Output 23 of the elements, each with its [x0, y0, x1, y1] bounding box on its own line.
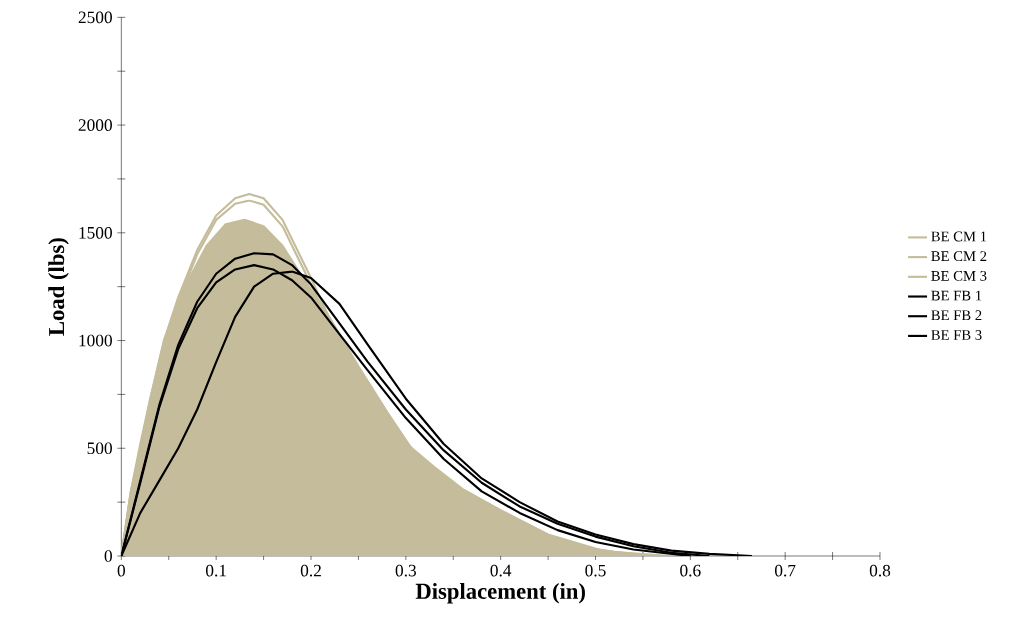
x-tick-label: 0.3 — [395, 564, 416, 577]
y-tick-label: 500 — [87, 442, 112, 455]
x-tick-label: 0.5 — [585, 564, 606, 577]
x-tick-label: 0.7 — [775, 564, 796, 577]
y-tick-label: 2500 — [78, 11, 112, 24]
y-tick-label: 0 — [104, 550, 112, 562]
x-tick-label: 0.4 — [490, 564, 512, 577]
y-tick-label: 2000 — [78, 119, 112, 131]
y-axis-title: Load (lbs) — [48, 238, 69, 336]
legend-label: BE CM 2 — [931, 251, 987, 262]
x-tick-label: 0.6 — [680, 564, 701, 577]
legend-label: BE FB 2 — [931, 310, 982, 321]
legend-label: BE CM 3 — [931, 270, 987, 281]
x-tick-label: 0 — [117, 564, 126, 577]
y-tick-label: 1000 — [79, 334, 112, 347]
y-tick-label: 1500 — [79, 226, 112, 239]
x-tick-label: 0.8 — [869, 564, 891, 577]
x-tick-label: 0.1 — [206, 564, 226, 577]
x-tick-label: 0.2 — [300, 564, 321, 577]
x-axis-title: Displacement (in) — [415, 582, 585, 604]
legend-label: BE FB 3 — [931, 330, 982, 340]
legend-label: BE CM 1 — [931, 231, 987, 242]
legend-label: BE FB 1 — [931, 290, 982, 301]
